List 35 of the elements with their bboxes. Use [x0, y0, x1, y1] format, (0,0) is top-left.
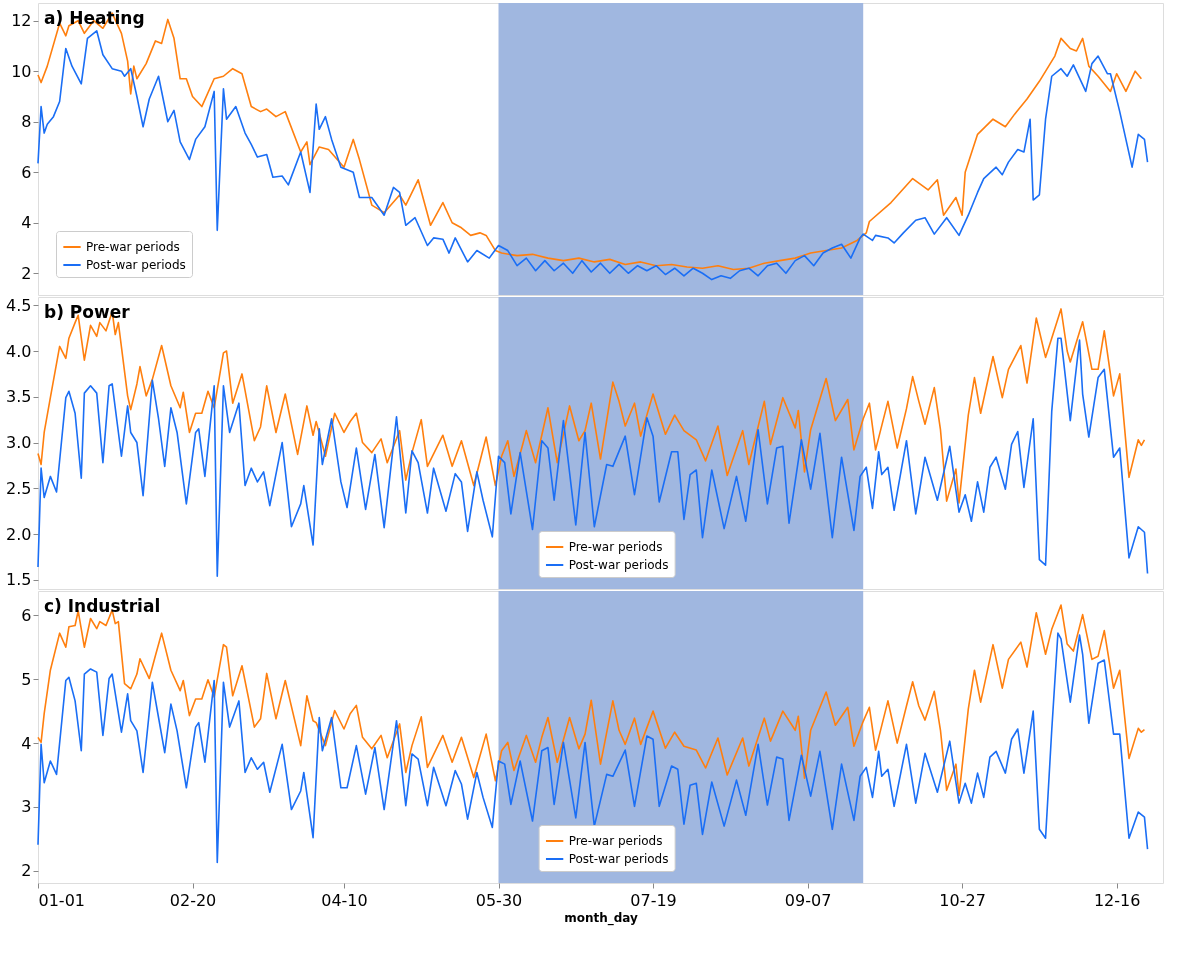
legend-label: Post-war periods [568, 558, 669, 572]
y-tick-label: 12 [11, 11, 32, 31]
y-tick-label: 4.0 [6, 341, 32, 361]
legend-label: Pre-war periods [568, 834, 663, 848]
chart-title: c) Industrial [44, 596, 161, 616]
x-tick-label: 02-20 [169, 890, 217, 910]
y-tick-label: 4 [21, 213, 32, 233]
y-tick-label: 5 [21, 669, 32, 689]
y-tick-label: 3.0 [6, 433, 32, 453]
legend-label: Pre-war periods [568, 540, 663, 554]
legend-label: Post-war periods [86, 258, 186, 272]
y-tick-label: 6 [21, 605, 32, 625]
x-tick-label: 05-30 [475, 890, 523, 910]
x-axis-title: month_day [564, 910, 639, 926]
y-tick-label: 2.5 [6, 478, 32, 498]
y-tick-label: 2 [21, 263, 32, 283]
y-tick-label: 2.0 [6, 524, 32, 544]
x-tick-label: 04-10 [321, 890, 368, 910]
y-tick-label: 6 [21, 162, 32, 182]
legend-label: Pre-war periods [86, 240, 180, 254]
x-tick-label: 10-27 [939, 890, 986, 910]
y-tick-label: 1.5 [6, 570, 32, 590]
chart-title: b) Power [44, 302, 131, 322]
y-tick-label: 3.5 [6, 387, 32, 407]
legend-label: Post-war periods [568, 852, 669, 866]
y-tick-label: 4 [21, 733, 32, 753]
x-tick-label: 07-19 [630, 890, 677, 910]
y-tick-label: 8 [21, 112, 32, 132]
y-tick-label: 3 [21, 797, 32, 817]
y-tick-label: 10 [11, 61, 32, 81]
x-tick-label: 01-01 [38, 890, 85, 910]
x-tick-label: 09-07 [784, 890, 832, 910]
x-tick-label: 12-16 [1093, 890, 1141, 910]
y-tick-label: 2 [21, 861, 32, 881]
y-tick-label: 4.5 [6, 295, 32, 315]
